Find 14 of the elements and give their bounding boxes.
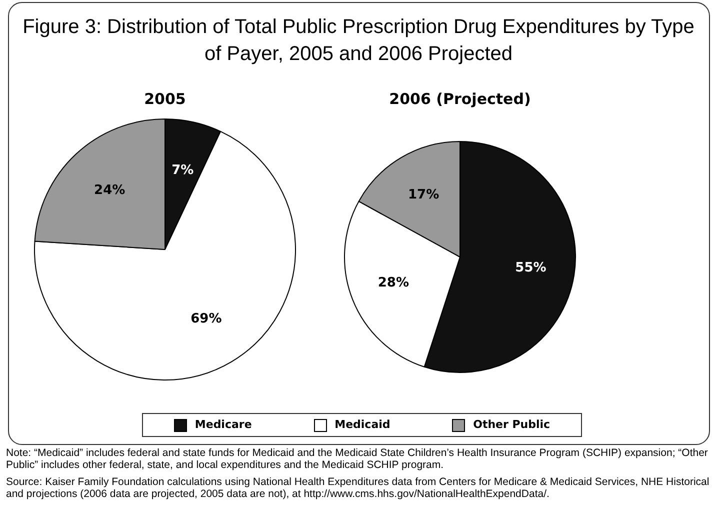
data-label: 69% [190, 312, 222, 327]
data-label: 7% [172, 162, 194, 178]
data-label: 17% [408, 188, 440, 203]
legend-label: Medicare [194, 418, 252, 432]
legend-label: Medicaid [334, 418, 390, 432]
data-label: 24% [94, 182, 126, 198]
data-label: 28% [378, 276, 409, 291]
chart-subtitle: 2005 [143, 90, 187, 110]
data-label: 55% [515, 260, 546, 276]
text: Note: “Medicaid” includes federal and state funds for Medicaid and the Medicaid State Children’s Health Insurance Program (SCHIP) expansion; “Other Public” includes other federal, state, and local expenditures and the Medicaid SCHIP program. [6, 447, 709, 471]
legend-label: Other Public [472, 418, 550, 432]
chart-subtitle: 2006 (Projected) [388, 90, 532, 110]
chart-title: Figure 3: Distribution of Total Public Prescription Drug Expenditures by Type of Payer, 2005 and 2006 Projected [22, 15, 696, 67]
source-note: Source: Kaiser Family Foundation calculations using National Health Expenditures data from Centers for Medicare & Medicaid Services, NHE Historical and projections (2006 data are projected, 2005 data are not), at http://www.cms.hhs.gov/NationalHealthExpendData/. [6, 476, 710, 500]
